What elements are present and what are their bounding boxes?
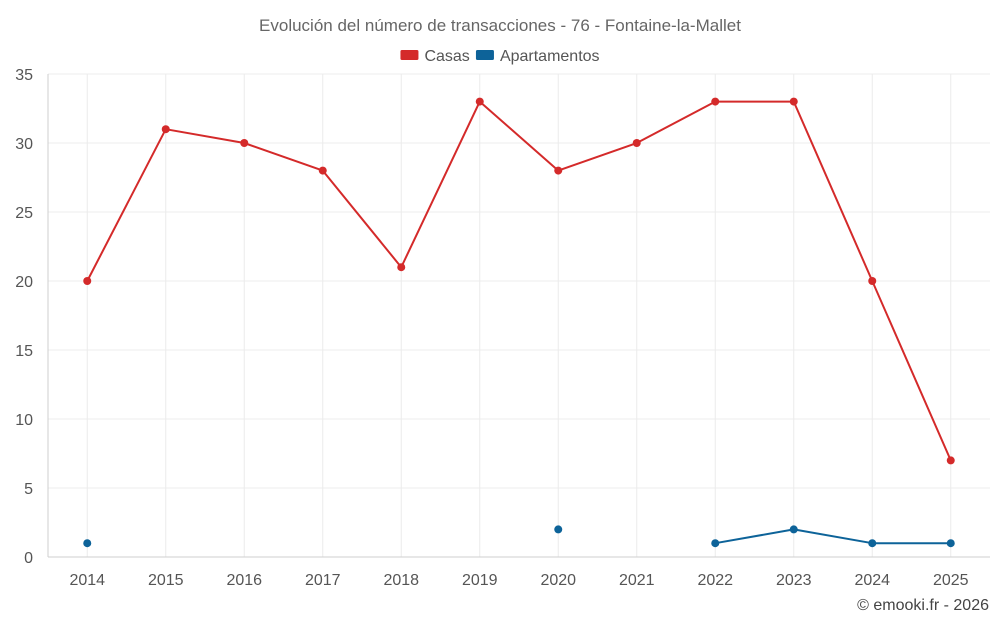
y-tick-label: 20 <box>15 274 33 291</box>
series-apartamentos <box>83 525 955 548</box>
data-point[interactable] <box>554 525 563 534</box>
data-point[interactable] <box>632 139 641 147</box>
series-casas <box>83 97 955 465</box>
data-point[interactable] <box>554 166 563 175</box>
legend: Casas Apartamentos <box>400 48 600 65</box>
series-line-segment <box>557 142 638 172</box>
x-tick-label: 2022 <box>697 572 733 589</box>
series-line-segment <box>635 100 717 144</box>
data-point[interactable] <box>83 277 92 285</box>
series-line-segment <box>164 128 246 144</box>
data-point[interactable] <box>868 277 877 285</box>
series-layer <box>83 97 955 548</box>
x-tick-label: 2021 <box>619 572 655 589</box>
legend-swatch <box>400 50 419 60</box>
data-point[interactable] <box>161 125 170 134</box>
x-tick-label: 2023 <box>776 572 812 589</box>
y-tick-label: 30 <box>15 136 33 153</box>
x-tick-label: 2017 <box>305 572 341 589</box>
y-axis: 0 5 10 15 20 25 30 35 <box>15 67 33 567</box>
y-tick-label: 0 <box>24 550 33 567</box>
y-tick-label: 25 <box>15 205 33 222</box>
legend-swatch <box>475 50 494 60</box>
data-point[interactable] <box>711 539 720 548</box>
x-axis: 2014 2015 2016 2017 2018 2019 2020 2021 2022 2023… <box>69 572 968 589</box>
data-point[interactable] <box>318 166 327 175</box>
y-tick-label: 15 <box>15 343 33 360</box>
x-tick-label: 2024 <box>854 572 890 589</box>
x-tick-label: 2025 <box>933 572 969 589</box>
x-tick-label: 2016 <box>226 572 262 589</box>
series-line-segment <box>243 142 324 172</box>
x-tick-label: 2015 <box>148 572 184 589</box>
data-point[interactable] <box>475 97 484 106</box>
legend-label: Apartamentos <box>500 48 600 65</box>
series-line-segment <box>792 528 874 545</box>
series-line-segment <box>400 100 481 269</box>
data-point[interactable] <box>789 525 798 534</box>
x-tick-label: 2014 <box>69 572 105 589</box>
data-point[interactable] <box>711 97 720 106</box>
x-tick-label: 2018 <box>383 572 419 589</box>
series-line-segment <box>478 100 560 172</box>
legend-item-apartamentos[interactable]: Apartamentos <box>475 48 600 65</box>
legend-label: Casas <box>424 48 469 65</box>
series-line-segment <box>86 128 167 282</box>
legend-item-casas[interactable]: Casas <box>400 48 470 65</box>
grid <box>47 73 990 558</box>
credit-text: © emooki.fr - 2026 <box>857 597 989 614</box>
data-point[interactable] <box>868 539 877 548</box>
x-tick-label: 2020 <box>540 572 576 589</box>
series-line-segment <box>792 100 874 282</box>
data-point[interactable] <box>789 97 798 106</box>
data-point[interactable] <box>397 263 406 272</box>
x-tick-label: 2019 <box>462 572 498 589</box>
series-line-segment <box>871 280 952 462</box>
y-tick-label: 10 <box>15 412 33 429</box>
series-line-segment <box>714 528 795 545</box>
y-tick-label: 35 <box>15 67 33 84</box>
data-point[interactable] <box>83 539 92 548</box>
data-point[interactable] <box>946 456 955 465</box>
y-tick-label: 5 <box>24 481 33 498</box>
data-point[interactable] <box>946 539 955 548</box>
series-line-segment <box>321 169 403 269</box>
data-point[interactable] <box>240 139 249 147</box>
chart-title: Evolución del número de transacciones - … <box>259 16 741 35</box>
